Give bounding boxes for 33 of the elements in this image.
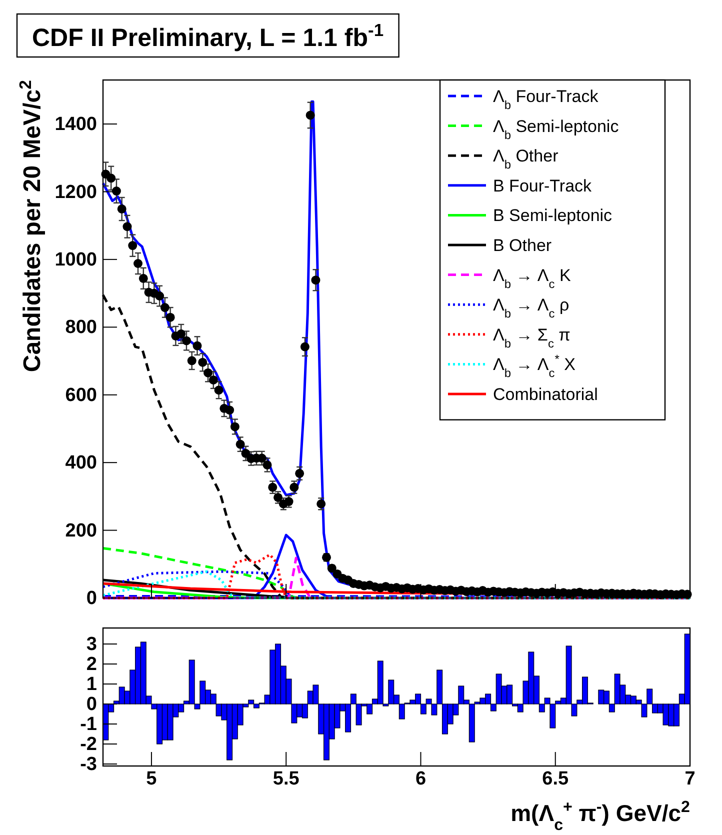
legend-label: Λ$_{b}$ Semi-leptonic bbox=[493, 116, 620, 142]
x-tick-label: 6.5 bbox=[542, 768, 569, 790]
legend-label: Λ$_{b}$ → Λ$_{c}$ K bbox=[493, 266, 572, 291]
y-tick-label: 3 bbox=[86, 634, 97, 656]
x-tick-label: 5.5 bbox=[272, 768, 300, 790]
y-tick-label: 600 bbox=[65, 384, 97, 406]
legend-label: Λ$_{b}$ → Λ$_{c}$ ρ bbox=[493, 296, 570, 321]
y-tick-label: 0 bbox=[86, 588, 97, 610]
y-tick-label: -1 bbox=[80, 714, 98, 736]
legend-label: Λ$_{b}$ → Λ$_{c}$$^{*}$ X bbox=[493, 352, 576, 380]
y-tick-label: 1 bbox=[86, 674, 98, 696]
legend-label: Λ$_{b}$ Four-Track bbox=[493, 87, 599, 112]
legend-label: B Four-Track bbox=[493, 176, 592, 196]
y-tick-label: 1200 bbox=[54, 182, 97, 203]
y-tick-label: -2 bbox=[80, 734, 97, 756]
legend-label: Combinatorial bbox=[493, 385, 598, 404]
x-tick-label: 7 bbox=[684, 768, 696, 790]
y-tick-label: 2 bbox=[86, 654, 97, 676]
x-axis-title: m(Λ$_{c}$$^{+}$ π$^{-}$) GeV/c$^{2}$ bbox=[510, 798, 690, 834]
legend-label: Λ$_{b}$ Other bbox=[493, 146, 559, 172]
y-tick-label: 200 bbox=[65, 520, 97, 542]
legend-label: B Other bbox=[493, 236, 552, 255]
y-tick-label: 1400 bbox=[54, 114, 97, 136]
legend-label: Λ$_{b}$ → Σ$_{c}$ π bbox=[493, 325, 570, 350]
y-tick-label: 400 bbox=[65, 452, 97, 474]
y-tick-label: 1000 bbox=[54, 250, 97, 271]
chart-title: CDF II Preliminary, L = 1.1 fb$^{-1}$ bbox=[32, 20, 384, 52]
x-tick-label: 5 bbox=[146, 768, 158, 790]
x-tick-label: 6 bbox=[415, 768, 426, 790]
y-tick-label: -3 bbox=[80, 754, 97, 776]
y-tick-label: 800 bbox=[65, 317, 97, 338]
legend-label: B Semi-leptonic bbox=[493, 206, 613, 226]
y-tick-label: 0 bbox=[86, 694, 97, 716]
